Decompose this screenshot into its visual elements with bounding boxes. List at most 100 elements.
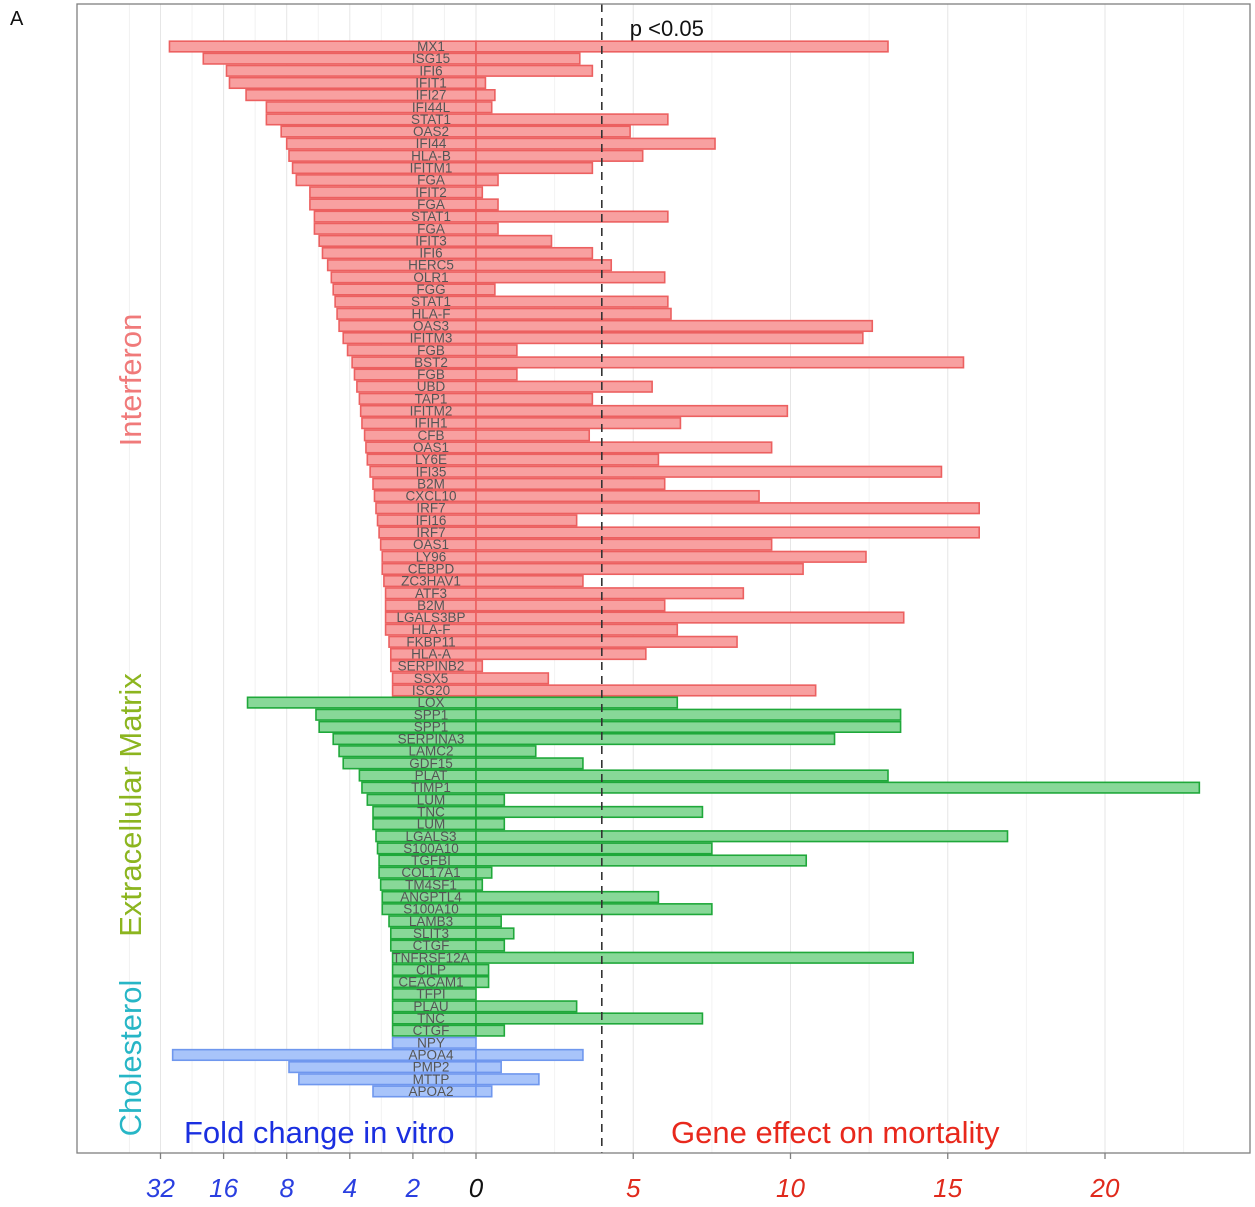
bar-mortality-b2m xyxy=(475,477,666,491)
bar-mortality-lamc2 xyxy=(475,745,537,758)
gene-label: OAS1 xyxy=(413,537,449,552)
bar-mortality-lox xyxy=(475,696,679,709)
gene-label: FGB xyxy=(417,367,445,382)
bar-fold-fga xyxy=(295,174,477,187)
bar-mortality-ifi6 xyxy=(475,64,594,77)
bar-mortality-tnc xyxy=(475,805,704,819)
bar-mortality-apoa2 xyxy=(475,1085,493,1098)
gene-label: ISG15 xyxy=(412,51,450,66)
bar-fold-fgb xyxy=(346,344,477,357)
gene-label: MTTP xyxy=(413,1072,450,1087)
gene-label: CILP xyxy=(416,962,446,977)
bar-mortality-stat1 xyxy=(475,295,669,308)
bar-fold-stat1 xyxy=(334,295,477,308)
gene-label: OAS1 xyxy=(413,440,449,455)
gene-label: NPY xyxy=(417,1035,445,1050)
gene-label: TFPI xyxy=(416,987,445,1002)
group-label-ecm: Extracellular Matrix xyxy=(113,673,148,937)
bar-mortality-ifit2 xyxy=(475,186,484,199)
bar-mortality-ifit1 xyxy=(475,76,487,90)
bar-mortality-fgg xyxy=(475,283,496,296)
gene-label: B2M xyxy=(417,598,445,613)
gene-label: HLA-B xyxy=(411,148,451,163)
gene-label: LAMB3 xyxy=(409,914,453,929)
group-label-interferon: Interferon xyxy=(113,314,148,447)
fold-change-tick-label: 32 xyxy=(146,1173,175,1203)
gene-label: FKBP11 xyxy=(406,634,455,649)
gene-labels: MX1ISG15IFI6IFIT1IFI27IFI44LSTAT1OAS2IFI… xyxy=(392,39,469,1099)
gene-label: IFIH1 xyxy=(414,416,447,431)
bar-mortality-ceacam1 xyxy=(475,975,490,989)
bar-mortality-tm4sf1 xyxy=(475,878,484,891)
bar-mortality-oas3 xyxy=(475,319,874,333)
bar-mortality-lum xyxy=(475,793,506,806)
gene-label: TIMP1 xyxy=(411,780,451,795)
bar-mortality-irf7 xyxy=(475,526,981,539)
mortality-tick-label: 20 xyxy=(1090,1173,1120,1203)
bar-mortality-hla-b xyxy=(475,149,644,162)
bar-fold-spp1 xyxy=(315,708,477,721)
bar-mortality-ctgf xyxy=(475,1024,506,1037)
gene-label: TM4SF1 xyxy=(405,877,457,892)
plot-frame xyxy=(76,3,1251,1154)
gene-label: IFI6 xyxy=(419,63,442,78)
bar-mortality-lgals3bp xyxy=(475,611,905,624)
gene-label: ZC3HAV1 xyxy=(401,574,461,589)
bar-mortality-zc3hav1 xyxy=(475,574,584,588)
panel-label: A xyxy=(10,8,24,30)
gene-label: OLR1 xyxy=(413,270,448,285)
bar-mortality-hla-f xyxy=(475,623,679,636)
bar-mortality-oas1 xyxy=(475,538,773,551)
bar-mortality-mttp xyxy=(475,1073,540,1086)
gene-label: CTGF xyxy=(413,938,450,953)
bar-fold-fgg xyxy=(332,283,477,296)
gene-label: IFI16 xyxy=(416,513,447,528)
gene-label: HERC5 xyxy=(408,258,454,273)
gene-label: SPP1 xyxy=(414,719,449,734)
mortality-tick-label: 10 xyxy=(776,1173,805,1203)
gene-label: IFIT3 xyxy=(415,233,447,248)
bar-mortality-ifit3 xyxy=(475,234,553,248)
bar-mortality-oas2 xyxy=(475,125,631,138)
gene-label: PLAT xyxy=(415,768,448,783)
bar-mortality-tgfbi xyxy=(475,854,808,867)
gene-label: B2M xyxy=(417,476,445,491)
bar-mortality-fga xyxy=(475,222,499,235)
bar-mortality-atf3 xyxy=(475,587,745,600)
gene-label: STAT1 xyxy=(411,112,451,127)
bar-mortality-fga xyxy=(475,174,499,187)
mortality-tick-label: 5 xyxy=(626,1173,641,1203)
bar-mortality-ubd xyxy=(475,380,653,393)
bar-mortality-lamb3 xyxy=(475,915,502,928)
bar-mortality-ifi27 xyxy=(475,89,496,102)
gene-label: LY6E xyxy=(415,452,447,467)
bar-mortality-mx1 xyxy=(475,40,889,53)
bar-mortality-isg15 xyxy=(475,52,581,65)
bar-mortality-plat xyxy=(475,769,889,782)
bar-mortality-fkbp11 xyxy=(475,635,738,648)
bar-mortality-bst2 xyxy=(475,356,965,369)
bar-mortality-ifi35 xyxy=(475,465,943,478)
gene-label: CEACAM1 xyxy=(398,975,463,990)
bar-fold-npy xyxy=(391,1036,477,1049)
bar-mortality-hla-f xyxy=(475,307,672,320)
gene-label: SPP1 xyxy=(414,707,449,722)
bar-mortality-cxcl10 xyxy=(475,489,760,503)
gene-label: LGALS3BP xyxy=(396,610,465,625)
bar-mortality-plau xyxy=(475,1000,578,1013)
bar-mortality-ifitm2 xyxy=(475,404,789,418)
bar-mortality-lum xyxy=(475,817,506,831)
bar-mortality-ifih1 xyxy=(475,417,682,430)
bar-fold-fga xyxy=(309,198,477,211)
gene-label: LUM xyxy=(417,792,446,807)
bar-mortality-herc5 xyxy=(475,259,613,272)
bar-mortality-s100a10 xyxy=(475,903,713,916)
bar-mortality-tnfrsf12a xyxy=(475,951,914,964)
gene-label: PMP2 xyxy=(413,1060,450,1075)
gene-label: IRF7 xyxy=(416,525,445,540)
bar-mortality-irf7 xyxy=(475,502,981,515)
bar-mortality-ifi16 xyxy=(475,514,578,527)
gene-label: IFIT1 xyxy=(415,75,447,90)
gene-label: TNC xyxy=(417,804,445,819)
